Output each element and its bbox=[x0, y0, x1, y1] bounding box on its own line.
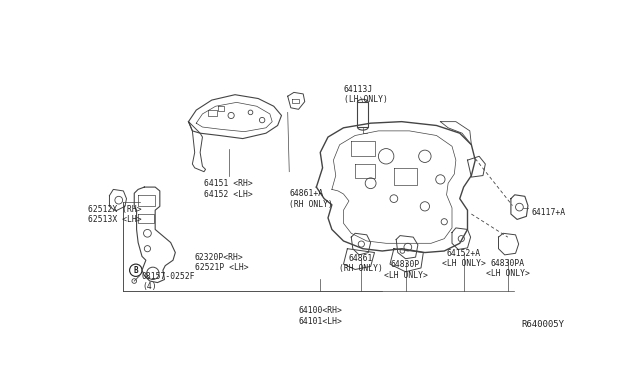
Text: 64830P
<LH ONLY>: 64830P <LH ONLY> bbox=[383, 260, 428, 280]
Text: 64151 <RH>
64152 <LH>: 64151 <RH> 64152 <LH> bbox=[204, 179, 253, 199]
Text: 64830PA
<LH ONLY>: 64830PA <LH ONLY> bbox=[486, 259, 530, 278]
Text: 64113J
(LH ONLY): 64113J (LH ONLY) bbox=[344, 85, 387, 104]
Text: B: B bbox=[134, 266, 138, 275]
Text: 62512X (RH>
62513X <LH>: 62512X (RH> 62513X <LH> bbox=[88, 205, 141, 224]
Text: 64861+A
(RH ONLY): 64861+A (RH ONLY) bbox=[289, 189, 333, 209]
Text: 64100<RH>
64101<LH>: 64100<RH> 64101<LH> bbox=[298, 307, 342, 326]
Text: 64861
(RH ONLY): 64861 (RH ONLY) bbox=[339, 254, 383, 273]
Text: 08157-0252F
(4): 08157-0252F (4) bbox=[142, 272, 196, 291]
Text: 64117+A: 64117+A bbox=[531, 208, 565, 217]
Text: R640005Y: R640005Y bbox=[522, 320, 564, 329]
Text: 62320P<RH>
62521P <LH>: 62320P<RH> 62521P <LH> bbox=[195, 253, 248, 272]
Text: 64152+A
<LH ONLY>: 64152+A <LH ONLY> bbox=[442, 249, 486, 268]
